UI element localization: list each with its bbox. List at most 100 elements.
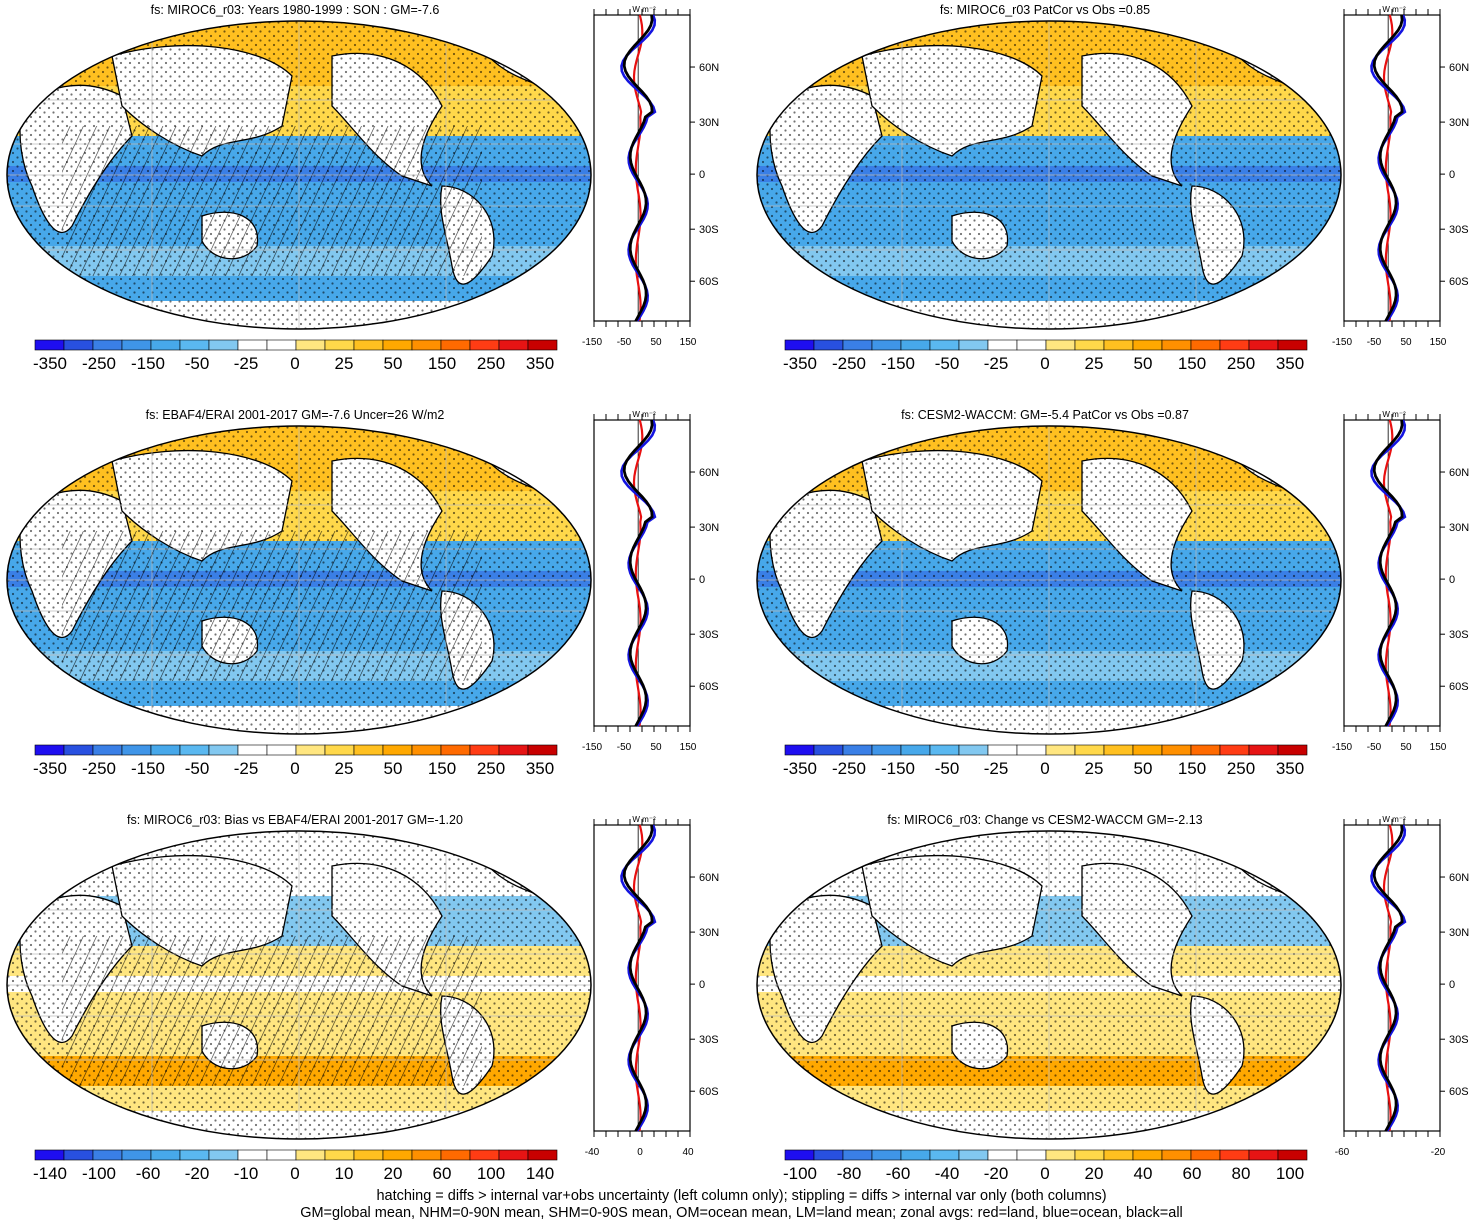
colorbar-swatch [382, 744, 413, 756]
colorbar-tick-label: 50 [1133, 354, 1153, 373]
zonal-unit-label: W m⁻² [632, 5, 656, 14]
latitude-label: 30N [699, 117, 719, 129]
colorbar-swatch [353, 339, 384, 351]
colorbar-swatch [411, 339, 442, 351]
map-panel-p5: fs: MIROC6_r03: Bias vs EBAF4/ERAI 2001-… [0, 810, 740, 1210]
colorbar-tick-label: -50 [934, 759, 960, 778]
world-map [6, 20, 592, 330]
zonal-x-tick-labels: -60 -20 [1335, 1147, 1458, 1161]
colorbar-swatch [295, 744, 326, 756]
zonal-x-tick-label: 50 [1400, 742, 1412, 753]
latitude-label: 60N [699, 872, 719, 884]
colorbar-swatch [842, 339, 873, 351]
latitude-label: 60S [699, 276, 719, 288]
colorbar-tick-label: -60 [885, 1164, 911, 1183]
latitude-label: 0 [699, 169, 705, 181]
colorbar [34, 1149, 558, 1161]
zonal-average-plot: 60N 30N 0 30S 60S W m⁻² [1343, 815, 1469, 1137]
colorbar-swatch [1016, 339, 1047, 351]
colorbar-swatch [353, 1149, 384, 1161]
zonal-average-plot: 60N 30N 0 30S 60S W m⁻² [593, 5, 719, 327]
colorbar-tick-label: 0 [290, 1164, 300, 1183]
world-map [756, 830, 1342, 1140]
colorbar-swatch [1045, 744, 1076, 756]
colorbar-swatch [987, 744, 1018, 756]
colorbar-swatch [929, 744, 960, 756]
latitude-label: 30S [1449, 629, 1469, 641]
colorbar-swatch [871, 744, 902, 756]
colorbar-tick-label: -25 [983, 759, 1009, 778]
zonal-x-tick-labels: -150 -50 50 150 [582, 337, 708, 351]
colorbar-swatch [958, 1149, 989, 1161]
colorbar-swatch [295, 339, 326, 351]
colorbar-tick-label: 0 [290, 354, 300, 373]
colorbar-tick-label: -150 [130, 759, 166, 778]
colorbar-tick-label: 150 [427, 759, 457, 778]
colorbar-labels: -350 -250 -150 -50 -25 0 25 50 150 250 350 [33, 354, 556, 376]
colorbar-swatch [1248, 744, 1279, 756]
latitude-label: 30S [699, 629, 719, 641]
zonal-x-tick-label: -150 [581, 742, 603, 753]
colorbar-tick-label: 40 [1133, 1164, 1153, 1183]
latitude-label: 60N [699, 467, 719, 479]
colorbar-swatch [784, 339, 815, 351]
zonal-ocean-curve [620, 419, 657, 727]
latitude-label: 60N [1449, 62, 1469, 74]
zonal-ocean-curve [1370, 14, 1407, 322]
colorbar-tick-label: -20 [184, 1164, 210, 1183]
colorbar-swatch [1132, 339, 1163, 351]
colorbar [784, 744, 1308, 756]
latitude-label: 30N [699, 522, 719, 534]
colorbar-swatch [469, 1149, 500, 1161]
colorbar-swatch [1277, 744, 1308, 756]
colorbar-swatch [1190, 1149, 1221, 1161]
colorbar-tick-label: -150 [130, 354, 166, 373]
footer-line-1: hatching = diffs > internal var+obs unce… [376, 1188, 1107, 1204]
footer-caption: hatching = diffs > internal var+obs unce… [0, 1188, 1483, 1222]
panel-title: fs: MIROC6_r03: Years 1980-1999 : SON : … [150, 3, 440, 17]
colorbar-swatch [1103, 1149, 1134, 1161]
colorbar-tick-label: 350 [1275, 759, 1305, 778]
colorbar-tick-label: 25 [1084, 354, 1104, 373]
panel-title: fs: EBAF4/ERAI 2001-2017 GM=-7.6 Uncer=2… [145, 408, 445, 422]
colorbar-tick-label: -100 [782, 1164, 818, 1183]
colorbar-swatch [871, 339, 902, 351]
zonal-unit-label: W m⁻² [632, 815, 656, 824]
colorbar-swatch [987, 1149, 1018, 1161]
colorbar-swatch [1277, 339, 1308, 351]
zonal-x-tick-label: 40 [682, 1147, 694, 1158]
colorbar-swatch [382, 1149, 413, 1161]
colorbar-tick-label: 250 [1226, 759, 1256, 778]
colorbar-tick-label: -140 [32, 1164, 68, 1183]
colorbar-swatch [324, 339, 355, 351]
colorbar-swatch [1190, 744, 1221, 756]
colorbar-swatch [1045, 339, 1076, 351]
zonal-x-tick-label: -50 [1366, 742, 1382, 753]
zonal-unit-label: W m⁻² [1382, 815, 1406, 824]
colorbar-swatch [208, 339, 239, 351]
panel-title: fs: MIROC6_r03: Bias vs EBAF4/ERAI 2001-… [127, 813, 463, 827]
latitude-label: 60N [1449, 872, 1469, 884]
colorbar-tick-label: 100 [476, 1164, 506, 1183]
colorbar-tick-label: -60 [135, 1164, 161, 1183]
colorbar-tick-label: 0 [290, 759, 300, 778]
latitude-label: 30N [1449, 522, 1469, 534]
colorbar-swatch [121, 744, 152, 756]
colorbar-swatch [784, 1149, 815, 1161]
colorbar-tick-label: 25 [1084, 759, 1104, 778]
colorbar-tick-label: 50 [383, 354, 403, 373]
zonal-x-tick-labels: -150 -50 50 150 [1332, 337, 1458, 351]
colorbar [34, 744, 558, 756]
colorbar-swatch [813, 1149, 844, 1161]
colorbar-tick-label: -80 [836, 1164, 862, 1183]
latitude-label: 0 [1449, 169, 1455, 181]
latitude-label: 30S [699, 1034, 719, 1046]
latitude-label: 30N [699, 927, 719, 939]
colorbar-swatch [527, 744, 558, 756]
panel-title: fs: CESM2-WACCM: GM=-5.4 PatCor vs Obs =… [901, 408, 1189, 422]
colorbar-swatch [1219, 744, 1250, 756]
colorbar-swatch [411, 1149, 442, 1161]
map-panel-p4: fs: CESM2-WACCM: GM=-5.4 PatCor vs Obs =… [750, 405, 1483, 805]
colorbar-swatch [237, 339, 268, 351]
latitude-label: 30N [1449, 927, 1469, 939]
